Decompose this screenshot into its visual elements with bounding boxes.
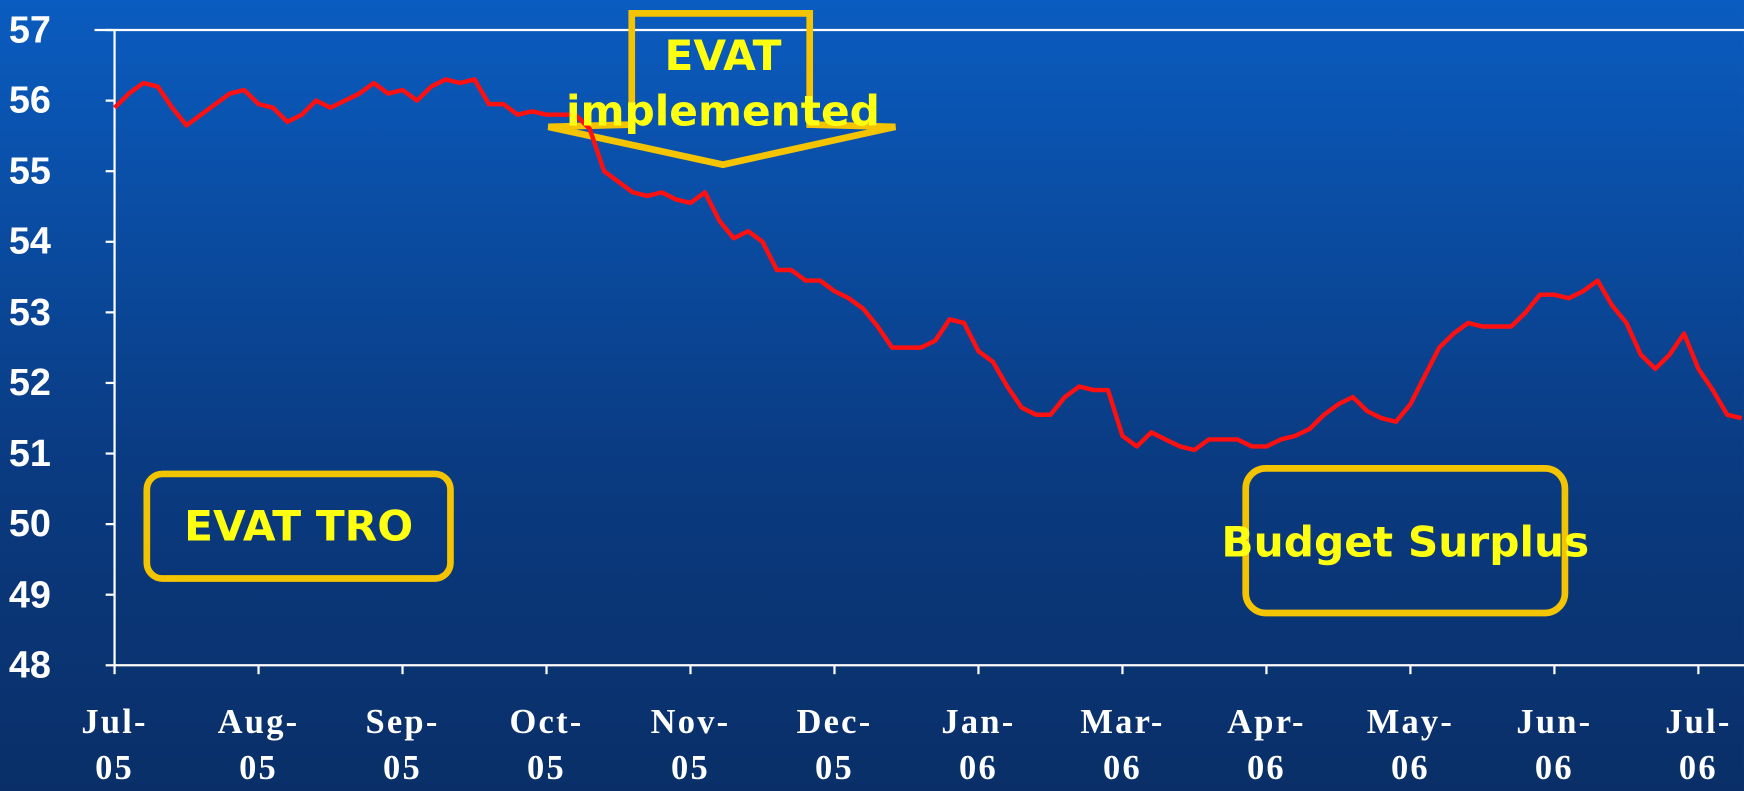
annotation: EVAT implemented [566,31,880,136]
y-tick-label: 50 [8,502,51,546]
y-tick-label: 52 [8,361,51,405]
x-tick-label: Jan- 06 [941,702,1016,787]
x-tick-label: Mar- 06 [1080,702,1165,787]
line [113,77,1743,453]
x-tick-label: Aug- 05 [217,702,300,787]
x-tick-label: Sep- 05 [365,702,440,787]
y-tick-label: 49 [8,573,51,616]
x-tick-label: Nov- 05 [650,702,731,787]
y-tick-label: 57 [8,8,51,52]
y-tick-label: 48 [8,644,51,687]
annotation-box [1242,465,1569,617]
y-tick-label: 56 [8,79,51,122]
x-tick-label: Jul- 05 [81,702,148,787]
y-tick-label: 55 [8,150,51,193]
y-tick-label: 53 [8,291,51,334]
annotation: Budget Surplus [1221,517,1590,567]
x-tick-label: Oct- 05 [509,702,584,787]
annotation-box [143,470,454,582]
y-tick-label: 51 [8,432,51,475]
x-tick-label: Jun- 06 [1516,702,1593,787]
x-tick-label: Jul- 06 [1665,702,1732,787]
x-tick-label: Apr- 06 [1227,702,1306,787]
annotation: EVAT TRO [184,501,414,551]
x-tick-label: May- 06 [1366,702,1455,787]
x-tick-label: Dec- 05 [796,702,873,787]
y-tick-label: 54 [8,220,51,263]
annotation-arrow [547,10,897,169]
